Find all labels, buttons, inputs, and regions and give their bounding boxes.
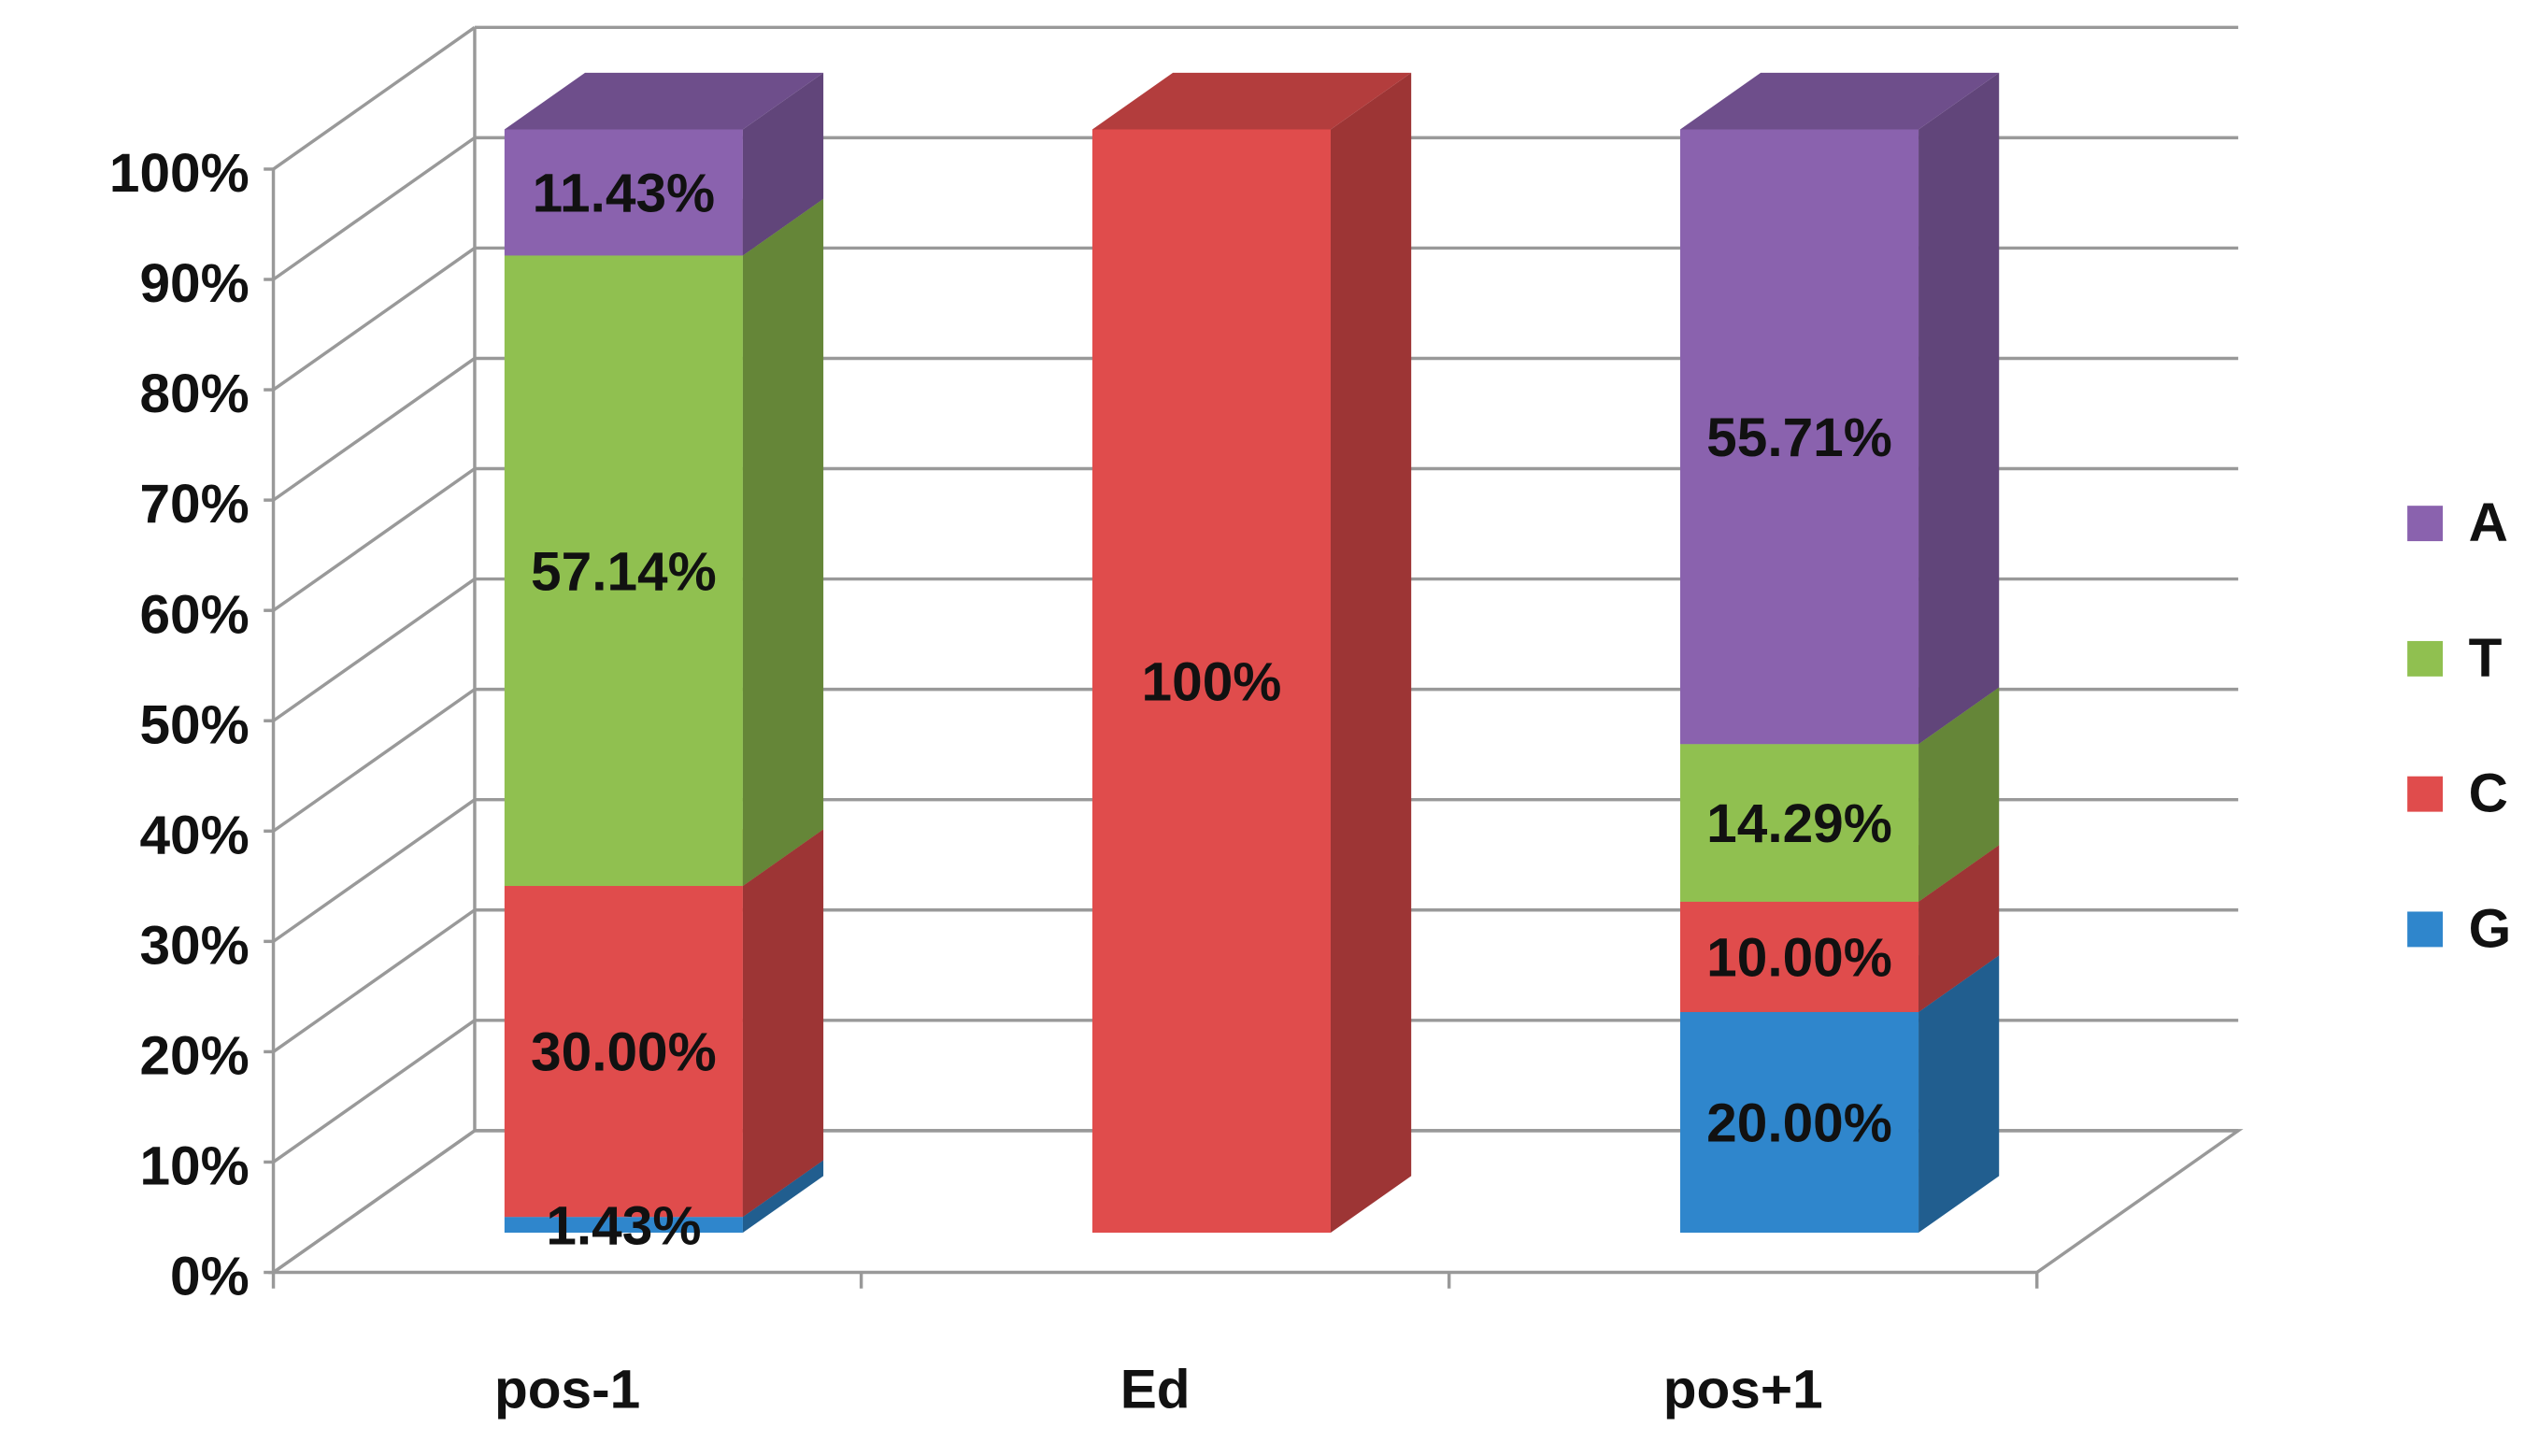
bar-side <box>1919 72 2000 745</box>
y-tick-label: 40% <box>139 805 249 865</box>
x-tick-label: Ed <box>1120 1359 1191 1420</box>
legend-swatch <box>2407 776 2444 812</box>
bar-segment <box>1679 1011 1919 1234</box>
bar-segment <box>1679 744 1919 902</box>
bar-side <box>742 1160 824 1234</box>
data-label: 100% <box>1142 651 1282 712</box>
x-tick-label: pos+1 <box>1663 1359 1823 1420</box>
legend-label: T <box>2469 628 2503 689</box>
y-tick-label: 10% <box>139 1136 249 1197</box>
legend-swatch <box>2407 911 2444 948</box>
data-label: 11.43% <box>533 164 715 224</box>
y-tick-label: 100% <box>109 143 250 204</box>
y-tick-label: 70% <box>139 474 249 535</box>
bar-top <box>1091 72 1412 130</box>
bar-top <box>1679 72 2000 130</box>
y-tick-label: 20% <box>139 1026 249 1087</box>
grid-line <box>272 357 476 502</box>
y-tick-label: 90% <box>139 253 249 314</box>
data-label: 1.43% <box>546 1195 701 1256</box>
grid-line <box>272 247 476 392</box>
grid-line <box>272 136 476 281</box>
grid-line <box>272 1129 476 1274</box>
legend-label: G <box>2469 898 2512 959</box>
y-tick-label: 80% <box>139 364 249 424</box>
bar-segment <box>1091 129 1331 1234</box>
bar-side <box>742 198 824 887</box>
legend-label: C <box>2469 764 2508 824</box>
grid-line <box>272 688 476 833</box>
bar-segment <box>504 1217 743 1234</box>
grid-line <box>272 908 476 1053</box>
legend-label: A <box>2469 492 2508 553</box>
y-tick-label: 30% <box>139 915 249 976</box>
bar-side <box>1919 955 2000 1234</box>
legend-swatch <box>2407 506 2444 542</box>
bar-segment <box>504 255 743 887</box>
grid-line <box>272 467 476 612</box>
legend-swatch <box>2407 640 2444 677</box>
y-tick-label: 0% <box>170 1247 250 1307</box>
y-tick-label: 50% <box>139 694 249 755</box>
data-label: 20.00% <box>1706 1093 1892 1154</box>
grid-line <box>272 578 476 722</box>
data-label: 10.00% <box>1706 928 1892 989</box>
bar-top <box>504 72 824 130</box>
data-label: 30.00% <box>531 1022 717 1083</box>
bar-segment <box>504 886 743 1218</box>
grid-line <box>272 798 476 943</box>
bar-segment <box>504 129 743 256</box>
grid-line <box>272 25 476 171</box>
y-tick-label: 60% <box>139 584 249 645</box>
data-label: 55.71% <box>1706 407 1892 468</box>
bar-side <box>742 72 824 256</box>
bar-side <box>1919 845 2000 1012</box>
x-tick-label: pos-1 <box>494 1359 640 1420</box>
bar-side <box>1330 72 1412 1234</box>
data-label: 57.14% <box>531 541 717 602</box>
grid-line <box>272 1019 476 1163</box>
bar-side <box>1919 687 2000 902</box>
bar-side <box>742 829 824 1218</box>
data-label: 14.29% <box>1706 793 1892 854</box>
bar-segment <box>1679 901 1919 1012</box>
bar-segment <box>1679 129 1919 745</box>
